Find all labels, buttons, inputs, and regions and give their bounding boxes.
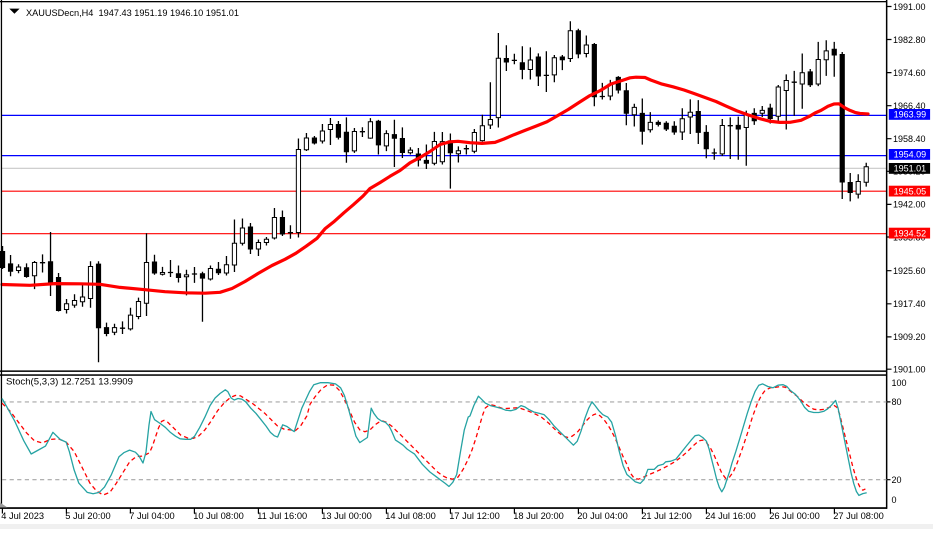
svg-text:10 Jul 08:00: 10 Jul 08:00 xyxy=(193,511,244,521)
svg-text:80: 80 xyxy=(892,397,902,407)
svg-text:1991.00: 1991.00 xyxy=(893,2,926,12)
svg-text:24 Jul 16:00: 24 Jul 16:00 xyxy=(705,511,756,521)
svg-text:1966.40: 1966.40 xyxy=(893,101,926,111)
svg-text:1917.40: 1917.40 xyxy=(893,299,926,309)
svg-text:XAUUSDecn,H4 1947.43 1951.19: XAUUSDecn,H4 1947.43 1951.19 1946.10 195… xyxy=(26,8,239,18)
svg-text:5 Jul 20:00: 5 Jul 20:00 xyxy=(65,511,111,521)
svg-text:11 Jul 16:00: 11 Jul 16:00 xyxy=(257,511,307,521)
svg-text:18 Jul 20:00: 18 Jul 20:00 xyxy=(513,511,564,521)
svg-text:1958.40: 1958.40 xyxy=(893,134,926,144)
svg-text:20: 20 xyxy=(892,475,902,485)
svg-text:1974.60: 1974.60 xyxy=(893,68,926,78)
svg-text:26 Jul 00:00: 26 Jul 00:00 xyxy=(769,511,820,521)
svg-text:1954.09: 1954.09 xyxy=(894,150,927,160)
svg-text:21 Jul 12:00: 21 Jul 12:00 xyxy=(641,511,692,521)
svg-text:7 Jul 04:00: 7 Jul 04:00 xyxy=(129,511,175,521)
svg-text:1942.00: 1942.00 xyxy=(893,200,926,210)
svg-text:0: 0 xyxy=(892,495,897,505)
svg-text:4 Jul 2023: 4 Jul 2023 xyxy=(1,511,44,521)
svg-text:1925.60: 1925.60 xyxy=(893,266,926,276)
svg-text:1951.01: 1951.01 xyxy=(894,164,927,174)
svg-text:13 Jul 00:00: 13 Jul 00:00 xyxy=(321,511,372,521)
svg-text:17 Jul 12:00: 17 Jul 12:00 xyxy=(449,511,500,521)
svg-text:1945.05: 1945.05 xyxy=(894,186,927,196)
svg-text:1909.20: 1909.20 xyxy=(893,332,926,342)
svg-text:20 Jul 04:00: 20 Jul 04:00 xyxy=(577,511,628,521)
svg-text:1934.52: 1934.52 xyxy=(894,228,927,238)
svg-text:100: 100 xyxy=(892,378,907,388)
svg-text:1901.00: 1901.00 xyxy=(893,365,926,375)
svg-text:27 Jul 08:00: 27 Jul 08:00 xyxy=(833,511,884,521)
svg-text:14 Jul 08:00: 14 Jul 08:00 xyxy=(385,511,436,521)
svg-text:1982.80: 1982.80 xyxy=(893,35,926,45)
svg-text:1963.99: 1963.99 xyxy=(894,110,927,120)
svg-text:Stoch(5,3,3) 12.7251 13.9909: Stoch(5,3,3) 12.7251 13.9909 xyxy=(6,377,133,388)
